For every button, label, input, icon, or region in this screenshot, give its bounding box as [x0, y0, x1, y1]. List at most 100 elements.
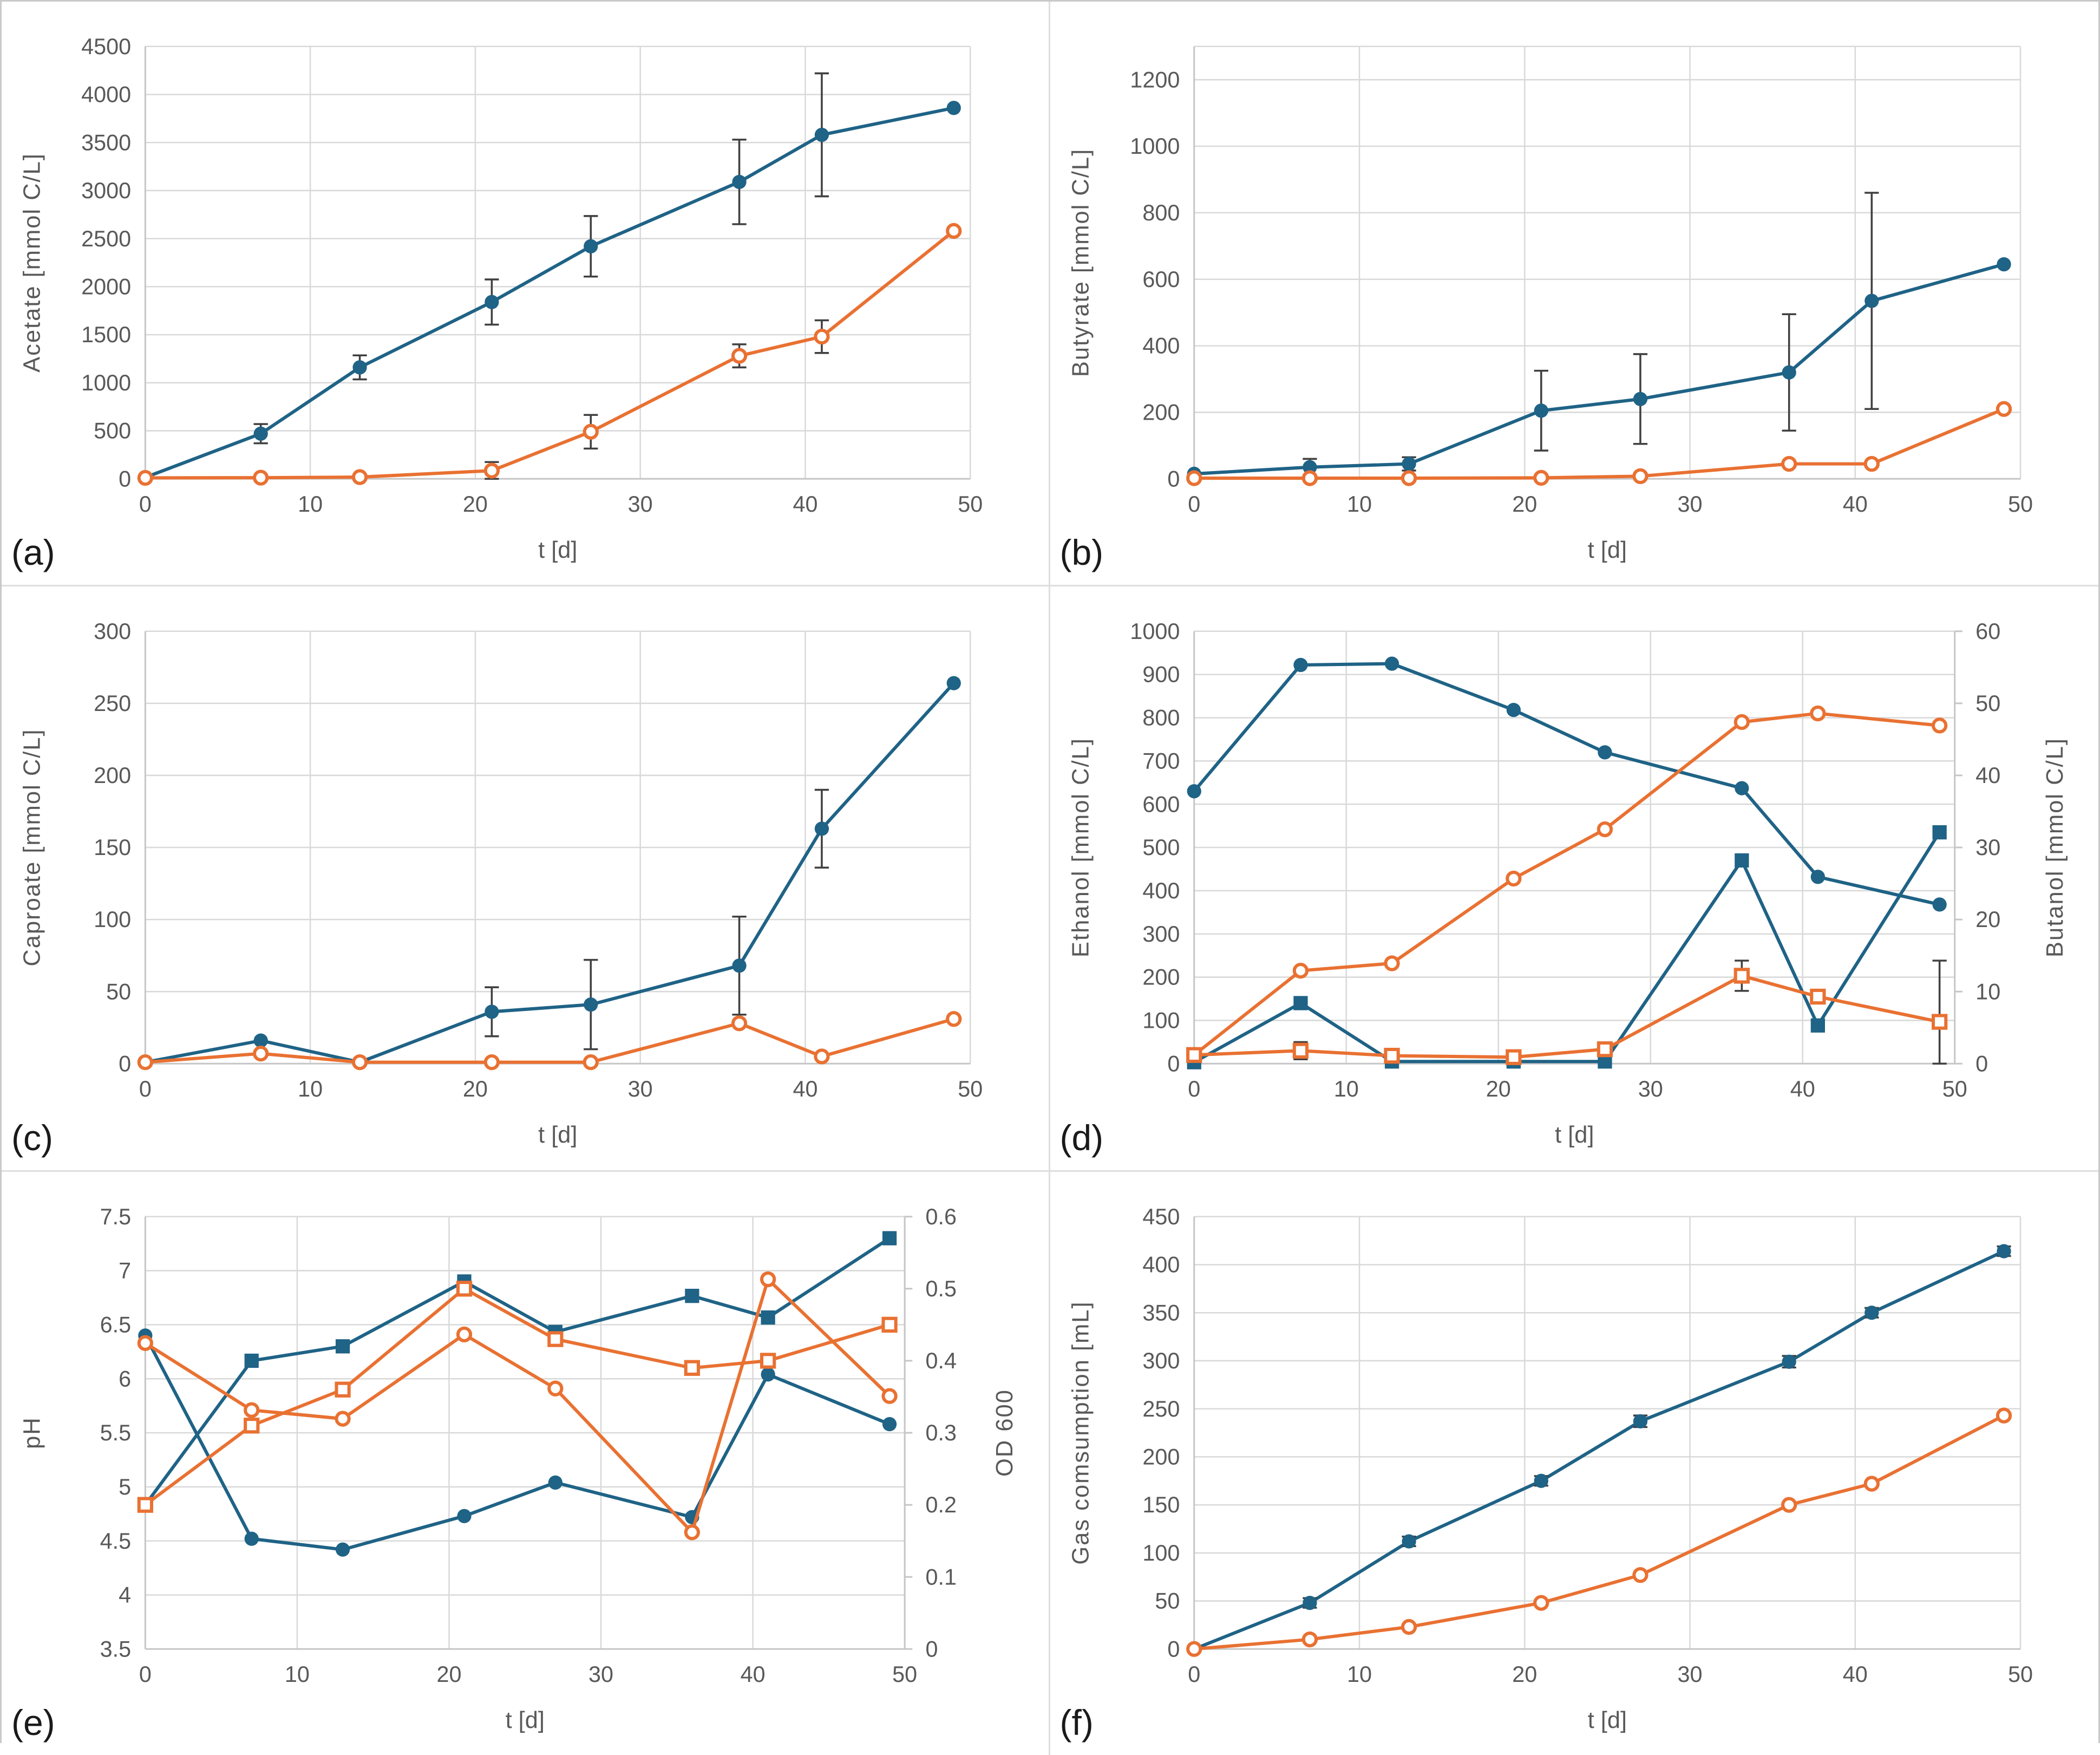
series-od600-blue	[138, 1231, 897, 1512]
x-tick-label: 30	[1638, 1076, 1663, 1101]
data-point	[1782, 365, 1796, 380]
panel-c-chart: 0 10 20 30 40 50 0 50 100 150 200 250 300 Caproate [m…	[19, 619, 983, 1148]
data-point	[1401, 1619, 1417, 1635]
data-point	[351, 469, 368, 485]
y-left-tick-label: 150	[1142, 1492, 1180, 1517]
data-point	[1506, 703, 1521, 717]
y-left-tick-label: 6.5	[100, 1312, 132, 1337]
data-point	[814, 328, 830, 345]
y-left-tick-label: 250	[1142, 1395, 1180, 1421]
data-point	[1186, 1641, 1202, 1657]
data-point	[1533, 1595, 1549, 1611]
data-point	[1632, 1567, 1648, 1583]
data-point	[731, 1015, 748, 1032]
data-point	[584, 239, 598, 253]
data-point	[814, 127, 829, 142]
y-left-tick-label: 400	[1142, 333, 1180, 358]
data-point	[244, 1402, 260, 1418]
y-left-tick-label: 0	[119, 466, 131, 491]
x-tick-label: 0	[1188, 1076, 1200, 1101]
axes	[144, 1215, 913, 1650]
data-point	[1534, 403, 1548, 418]
y-right-axis-title: OD 600	[992, 1389, 1018, 1477]
x-axis-title: t [d]	[1587, 1707, 1626, 1733]
y-left-axis-title: Butyrate [mmol C/L]	[1068, 148, 1094, 377]
y-right-tick-label: 0.4	[926, 1348, 957, 1373]
x-tick-label: 50	[958, 492, 983, 517]
data-point	[583, 423, 599, 440]
x-tick-label: 50	[958, 1077, 983, 1101]
data-point	[761, 1310, 775, 1325]
y-right-axis-title: Butanol [mmol C/L]	[2042, 738, 2068, 957]
y-left-tick-label: 350	[1142, 1300, 1180, 1325]
series-line	[143, 106, 956, 479]
x-tick-label: 0	[139, 1077, 152, 1101]
data-point	[881, 1388, 898, 1404]
data-point	[946, 101, 961, 115]
x-tick-label: 0	[139, 492, 152, 517]
y-left-tick-label: 300	[1142, 1348, 1180, 1373]
gridlines	[1194, 1216, 2021, 1649]
data-point	[1810, 1018, 1825, 1033]
data-point	[1932, 825, 1947, 840]
y-left-tick-label: 5	[119, 1475, 131, 1499]
x-tick-label: 40	[1842, 491, 1867, 517]
series-acetate-orange	[137, 223, 962, 486]
data-point	[1384, 656, 1399, 671]
series-line	[143, 681, 956, 1064]
series-line	[143, 1017, 956, 1064]
data-point	[1186, 470, 1202, 486]
y-right-tick-label: 60	[1975, 618, 2000, 644]
axis-labels: 0 10 20 30 40 5005001000150020002500300035004…	[19, 34, 983, 563]
data-point	[1810, 870, 1825, 884]
gridlines	[1194, 45, 2021, 479]
data-point	[1534, 1473, 1548, 1488]
panel-f-chart: 0 10 20 30 40 50 0 50 100 150 200 250 300 350 400 450 Ga…	[1068, 1204, 2032, 1733]
y-left-tick-label: 1000	[1130, 618, 1180, 644]
data-point	[1293, 996, 1308, 1010]
y-right-tick-label: 40	[1975, 762, 2000, 788]
y-left-tick-label: 0	[119, 1052, 131, 1077]
panel-f: 0 10 20 30 40 50 0 50 100 150 200 250 300 350 400 450 Ga…	[1050, 1171, 2098, 1755]
y-left-tick-label: 0	[1167, 1636, 1180, 1661]
axis-labels: 0 10 20 30 40 50 0 50 100 150 200 250 300 Caproate [m…	[19, 619, 983, 1148]
y-left-tick-label: 200	[1142, 964, 1180, 990]
data-point	[253, 426, 268, 441]
y-right-tick-label: 20	[1975, 907, 2000, 932]
y-left-tick-label: 250	[94, 691, 131, 716]
x-tick-label: 10	[298, 1077, 323, 1101]
data-point	[244, 1417, 260, 1434]
series-caproate-blue	[138, 676, 961, 1070]
x-tick-label: 40	[793, 1077, 817, 1101]
x-tick-label: 30	[1677, 1661, 1702, 1687]
data-point	[1932, 897, 1947, 912]
y-left-tick-label: 600	[1142, 266, 1180, 292]
x-tick-label: 0	[1188, 1661, 1200, 1687]
data-point	[731, 348, 748, 364]
panel-letter: (e)	[11, 1702, 55, 1743]
y-right-tick-label: 0.3	[926, 1420, 957, 1445]
y-left-tick-label: 600	[1142, 792, 1180, 817]
data-point	[1996, 401, 2012, 417]
data-point	[1863, 455, 1880, 472]
error-bars	[253, 72, 829, 445]
data-point	[1302, 1595, 1317, 1610]
data-point	[456, 1326, 473, 1342]
data-point	[882, 1231, 897, 1245]
data-point	[1809, 989, 1826, 1005]
axes	[1193, 1216, 2020, 1650]
series-line	[1192, 712, 1941, 1057]
data-point	[732, 174, 747, 190]
data-point	[1864, 1305, 1879, 1320]
y-left-tick-label: 400	[1142, 878, 1180, 903]
y-right-tick-label: 0.5	[926, 1276, 957, 1301]
y-left-tick-label: 900	[1142, 662, 1180, 687]
y-left-tick-label: 300	[94, 619, 131, 644]
x-axis-title: t [d]	[506, 1707, 545, 1733]
data-point	[1302, 460, 1317, 474]
axis-labels: 0 10 20 30 40 5001002003004005006007008009001…	[1068, 618, 2068, 1148]
y-left-tick-label: 800	[1142, 705, 1180, 730]
data-point	[814, 821, 829, 836]
y-left-tick-label: 3.5	[100, 1636, 132, 1661]
x-tick-label: 50	[892, 1662, 917, 1687]
